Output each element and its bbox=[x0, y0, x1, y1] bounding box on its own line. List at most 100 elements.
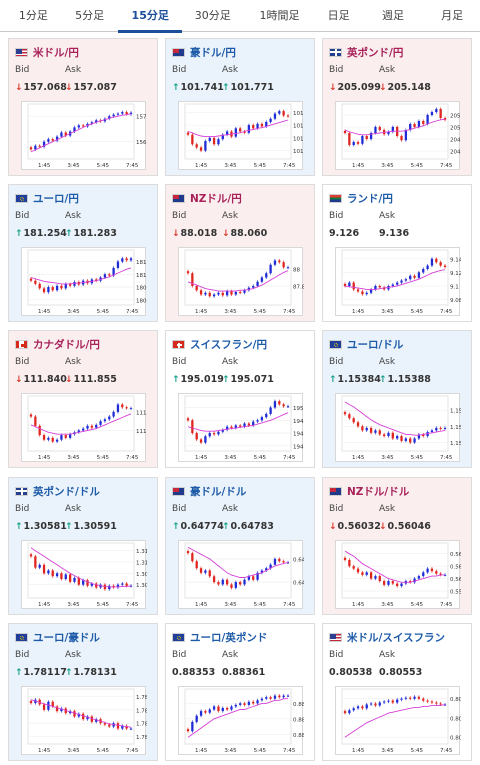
pair-name[interactable]: ユーロ/ドル bbox=[347, 338, 404, 351]
candle-body bbox=[243, 423, 246, 427]
pair-name[interactable]: スイスフラン/円 bbox=[190, 338, 268, 351]
tab-4[interactable]: 1時間足 bbox=[259, 9, 300, 22]
pair-name[interactable]: ユーロ/豪ドル bbox=[33, 631, 100, 644]
tab-0[interactable]: 1分足 bbox=[18, 9, 48, 22]
candle-body bbox=[282, 404, 285, 407]
pair-name[interactable]: ランド/円 bbox=[347, 192, 393, 205]
bid-value: 101.741 bbox=[180, 82, 224, 93]
candle-body bbox=[286, 267, 290, 269]
mini-chart[interactable]: 195 194.8 194.6 194.4 1:45 3:45 5:45 7:45 bbox=[178, 393, 304, 462]
candle-body bbox=[64, 574, 67, 579]
pair-name[interactable]: 米ドル/スイスフラン bbox=[347, 631, 446, 644]
x-tick-label: 1:45 bbox=[195, 602, 208, 608]
price-labels: Bid Ask bbox=[172, 357, 308, 369]
candle-body bbox=[260, 123, 264, 127]
rate-card[interactable]: 英ポンド/ドルBidAsk↑1.30581↑1.305911.3121.311.… bbox=[8, 477, 158, 615]
tab-7[interactable]: 月足 bbox=[441, 9, 464, 22]
candle-body bbox=[112, 267, 115, 276]
bid-price: 9.126 bbox=[329, 227, 379, 240]
mini-chart[interactable]: 88 87.8 1:45 3:45 5:45 7:45 bbox=[178, 247, 304, 316]
bid-price: ↓ 111.840 bbox=[15, 373, 67, 386]
price-labels: Bid Ask bbox=[329, 357, 465, 369]
rate-card[interactable]: 米ドル/円BidAsk↓157.068↓157.087157156.51:453… bbox=[8, 38, 158, 176]
candle-body bbox=[413, 124, 416, 127]
x-tick-label: 7:45 bbox=[283, 748, 296, 754]
rate-card[interactable]: 英ポンド/円BidAsk↓205.099↓205.148205.2205204.… bbox=[322, 38, 472, 176]
pair-name[interactable]: 英ポンド/円 bbox=[347, 46, 404, 59]
mini-chart[interactable]: 0.883 0.882 0.881 1:45 3:45 5:45 7:45 bbox=[178, 686, 304, 755]
rate-card[interactable]: スイスフラン/円BidAsk↑195.019↑195.071195194.819… bbox=[165, 330, 315, 468]
candle-body bbox=[378, 286, 381, 288]
mini-chart[interactable]: 0.806 0.804 0.802 1:45 3:45 5:45 7:45 bbox=[335, 686, 461, 755]
rate-card[interactable]: ランド/円 Bid Ask 9.126 9.136 9.14 9.12 9.1 9.08 1:45… bbox=[322, 184, 472, 322]
mini-chart[interactable]: 101.8 101.6 101.4 101.2 1:45 3:45 5:45 7:45 bbox=[178, 101, 304, 170]
moving-average-line bbox=[30, 413, 132, 435]
mini-chart[interactable]: 205.2 205 204.8 204.6 1:45 3:45 5:45 7:45 bbox=[335, 101, 461, 170]
pair-name[interactable]: ユーロ/英ポンド bbox=[190, 631, 268, 644]
rate-card[interactable]: ユーロ/ドルBidAsk↑1.15384↑1.153881.1561.1541.… bbox=[322, 330, 472, 468]
tab-1[interactable]: 5分足 bbox=[75, 9, 105, 22]
y-tick-label: 0.56 bbox=[450, 577, 461, 583]
candle-body bbox=[269, 697, 272, 699]
candle-body bbox=[225, 426, 229, 430]
mini-chart[interactable]: 111.8 111.6 1:45 3:45 5:45 7:45 bbox=[21, 393, 147, 462]
ask-price: ↑ 0.64783 bbox=[222, 520, 274, 533]
candle-body bbox=[47, 570, 50, 574]
candle-body bbox=[435, 571, 438, 574]
x-tick-label: 7:45 bbox=[126, 455, 139, 461]
x-tick-label: 5:45 bbox=[254, 309, 267, 315]
pair-name[interactable]: NZドル/円 bbox=[190, 192, 242, 205]
rate-card[interactable]: ユーロ/英ポンドBidAsk0.883530.883610.8830.8820.… bbox=[165, 623, 315, 761]
candle-body bbox=[361, 706, 364, 709]
candle-body bbox=[260, 570, 264, 573]
rate-card[interactable]: カナダドル/円BidAsk↓111.840↓111.855111.8111.61… bbox=[8, 330, 158, 468]
rate-card[interactable]: 豪ドル/円BidAsk↑101.741↑101.771101.8101.6101… bbox=[165, 38, 315, 176]
rate-card[interactable]: NZドル/ドルBidAsk↓0.56032↓0.560460.5620.5610… bbox=[322, 477, 472, 615]
moving-average-line bbox=[344, 269, 446, 290]
candle-body bbox=[217, 139, 220, 145]
candle-body bbox=[435, 109, 438, 112]
bid-price: ↓ 157.068 bbox=[15, 81, 67, 94]
tab-5[interactable]: 日足 bbox=[327, 9, 350, 22]
price-values: ↓ 111.840 ↓ 111.855 bbox=[15, 373, 151, 386]
plot-frame bbox=[341, 688, 449, 745]
mini-chart[interactable]: 157 156.5 1:45 3:45 5:45 7:45 bbox=[21, 101, 147, 170]
mini-chart[interactable]: 0.562 0.561 0.56 0.559 1:45 3:45 5:45 7:45 bbox=[335, 540, 461, 609]
ask-value: 88.060 bbox=[230, 228, 268, 239]
y-tick-label: 0.646 bbox=[293, 581, 304, 587]
rate-card[interactable]: 豪ドル/ドルBidAsk↑0.64774↑0.647830.6480.6461:… bbox=[165, 477, 315, 615]
candle-body bbox=[116, 113, 120, 115]
candle-body bbox=[208, 570, 211, 577]
mini-chart[interactable]: 1.786 1.784 1.782 1.78 1:45 3:45 5:45 7:45 bbox=[21, 686, 147, 755]
mini-chart[interactable]: 181.2 181 180.8 180.6 1:45 3:45 5:45 7:45 bbox=[21, 247, 147, 316]
pair-name[interactable]: 米ドル/円 bbox=[33, 46, 79, 59]
price-labels: Bid Ask bbox=[172, 65, 308, 77]
tab-3[interactable]: 30分足 bbox=[194, 9, 231, 22]
pair-name[interactable]: 英ポンド/ドル bbox=[33, 485, 100, 498]
rate-card[interactable]: ユーロ/円BidAsk↑181.254↑181.283181.2181180.8… bbox=[8, 184, 158, 322]
mini-chart[interactable]: 9.14 9.12 9.1 9.08 1:45 3:45 5:45 7:45 bbox=[335, 247, 461, 316]
candle-body bbox=[204, 570, 207, 573]
candle-body bbox=[51, 701, 54, 707]
mini-chart[interactable]: 1.312 1.31 1.308 1.306 1:45 3:45 5:45 7:45 bbox=[21, 540, 147, 609]
pair-name[interactable]: ユーロ/円 bbox=[33, 192, 79, 205]
pair-name[interactable]: カナダドル/円 bbox=[33, 338, 100, 351]
bid-price: ↑ 1.15384 bbox=[329, 373, 381, 386]
candle-body bbox=[422, 572, 425, 577]
candle-body bbox=[90, 122, 94, 124]
rate-card[interactable]: ユーロ/豪ドルBidAsk↑1.78117↑1.781311.7861.7841… bbox=[8, 623, 158, 761]
mini-chart[interactable]: 1.156 1.154 1.152 1:45 3:45 5:45 7:45 bbox=[335, 393, 461, 462]
y-tick-label: 204.8 bbox=[450, 138, 461, 144]
tab-2[interactable]: 15分足 bbox=[118, 0, 183, 33]
candle-body bbox=[378, 576, 381, 582]
pair-name[interactable]: 豪ドル/円 bbox=[190, 46, 236, 59]
pair-name[interactable]: NZドル/ドル bbox=[347, 485, 410, 498]
tab-6[interactable]: 週足 bbox=[381, 9, 404, 22]
mini-chart[interactable]: 0.648 0.646 1:45 3:45 5:45 7:45 bbox=[178, 540, 304, 609]
pair-name[interactable]: 豪ドル/ドル bbox=[190, 485, 247, 498]
rate-card[interactable]: NZドル/円 Bid Ask ↓ 88.018 ↓ 88.060 88 87.8 1:45 3:45… bbox=[165, 184, 315, 322]
ask-price: ↓ 157.087 bbox=[65, 81, 117, 94]
candle-body bbox=[439, 262, 442, 266]
candle-body bbox=[409, 581, 412, 583]
